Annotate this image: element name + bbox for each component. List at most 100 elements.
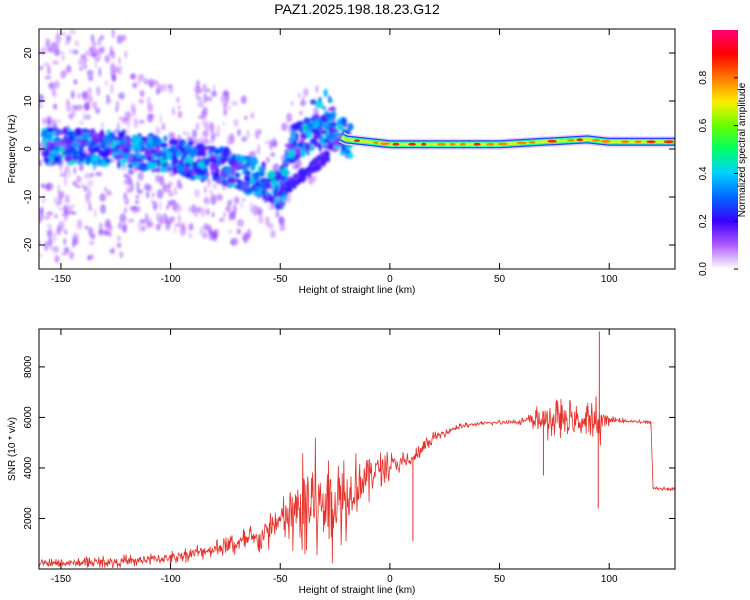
spectral-blob [68, 168, 71, 179]
spectral-blob [313, 120, 320, 129]
snr-frame [38, 328, 676, 570]
spectral-blob [186, 131, 189, 137]
spectral-blob [74, 128, 82, 137]
spectral-blob [41, 134, 48, 138]
spectral-blob [287, 149, 296, 159]
spectral-blob [209, 139, 215, 144]
spectral-blob [59, 173, 66, 177]
spectral-blob [259, 170, 265, 178]
spectral-blob [144, 148, 152, 158]
spectral-blob [105, 158, 111, 164]
x-tick-label: -50 [273, 574, 288, 585]
spectral-blob [241, 182, 250, 187]
spectral-blob [209, 162, 217, 172]
spectral-blob [278, 216, 284, 224]
x-tick-label: 50 [494, 274, 506, 285]
spectral-blob [73, 79, 78, 85]
y-tick-label: -20 [23, 237, 34, 252]
spectral-blob [81, 90, 89, 99]
spectral-blob [163, 135, 168, 142]
spectral-blob [177, 214, 182, 225]
spectral-blob [323, 88, 328, 98]
spectral-blob [96, 86, 101, 96]
spectral-blob [173, 166, 178, 175]
spectral-blob [143, 78, 150, 85]
spectral-blob [46, 137, 55, 142]
spectral-blob [39, 158, 43, 167]
spectral-blob [188, 232, 193, 239]
spectral-blob [155, 174, 160, 183]
spectral-blob [104, 54, 111, 63]
spectral-blob [166, 166, 172, 171]
spectral-blob [55, 33, 62, 44]
spectral-blob [344, 149, 351, 154]
spectral-blob [265, 140, 270, 145]
spectral-blob [223, 212, 226, 218]
spectral-blob [104, 221, 112, 229]
spectral-blob [112, 246, 115, 254]
spectral-blob [321, 158, 326, 164]
spectral-blob [86, 69, 94, 77]
x-tick-label: 100 [601, 274, 618, 285]
spectral-blob [137, 75, 141, 86]
spectral-blob [119, 251, 124, 259]
figure-title: PAZ1.2025.198.18.23.G12 [274, 1, 440, 17]
spectral-blob [227, 199, 232, 207]
spectral-blob [144, 213, 149, 224]
spectral-blob [195, 122, 200, 131]
spectral-blob [136, 189, 144, 195]
spectral-blob [98, 229, 105, 236]
spectral-blob [137, 171, 144, 181]
x-tick-label: 50 [494, 574, 506, 585]
spectral-blob [163, 159, 167, 163]
spectral-blob [206, 96, 213, 102]
spectral-blob [262, 188, 266, 197]
spectral-blob [50, 42, 57, 54]
colorbar: 0.0 0.2 0.4 0.6 0.8 Normalized spectral ampl… [698, 30, 748, 276]
spectral-blob [63, 246, 70, 254]
spectral-blob [74, 40, 80, 47]
spectral-blob [53, 103, 58, 110]
y-tick-label: 2000 [23, 507, 34, 530]
spectral-blob [176, 97, 180, 103]
spectral-blob [58, 220, 65, 232]
x-tick-label: -100 [161, 274, 181, 285]
spectral-blob [174, 223, 182, 227]
spectral-blob [65, 98, 70, 105]
spectral-blob [283, 160, 289, 165]
spectral-blob [283, 180, 288, 186]
spectral-blob [88, 201, 92, 210]
spectral-blob [115, 66, 120, 74]
spectral-blob [275, 202, 281, 211]
spectral-blob [220, 158, 224, 165]
spectral-blob [286, 112, 293, 123]
spectral-blob [64, 194, 70, 205]
spectral-blob [298, 93, 301, 98]
spectral-blob [119, 142, 128, 146]
spectral-blob [149, 155, 153, 160]
x-tick-label: -150 [51, 274, 71, 285]
spectral-blob [265, 190, 269, 194]
spectral-blob [132, 134, 139, 140]
spectral-blob [94, 58, 98, 69]
spectral-blob [87, 75, 94, 81]
spectral-blob [83, 64, 88, 69]
spectral-blob [138, 119, 145, 124]
spectral-blob [179, 145, 186, 153]
spectral-blob [44, 215, 51, 220]
band-peak [634, 140, 642, 144]
spectral-blob [137, 221, 142, 233]
spectral-blob [133, 117, 139, 129]
spectral-blob [191, 169, 196, 177]
spectral-blob [160, 142, 168, 148]
spectral-blob [116, 146, 120, 153]
spectral-blob [84, 101, 89, 111]
x-tick-label: 0 [387, 274, 393, 285]
spectral-blob [47, 65, 51, 76]
spectral-blob [306, 166, 311, 172]
spectral-blob [222, 121, 226, 126]
spectral-blob [202, 129, 209, 138]
spectral-blob [39, 253, 43, 258]
spectral-blob [252, 204, 259, 216]
